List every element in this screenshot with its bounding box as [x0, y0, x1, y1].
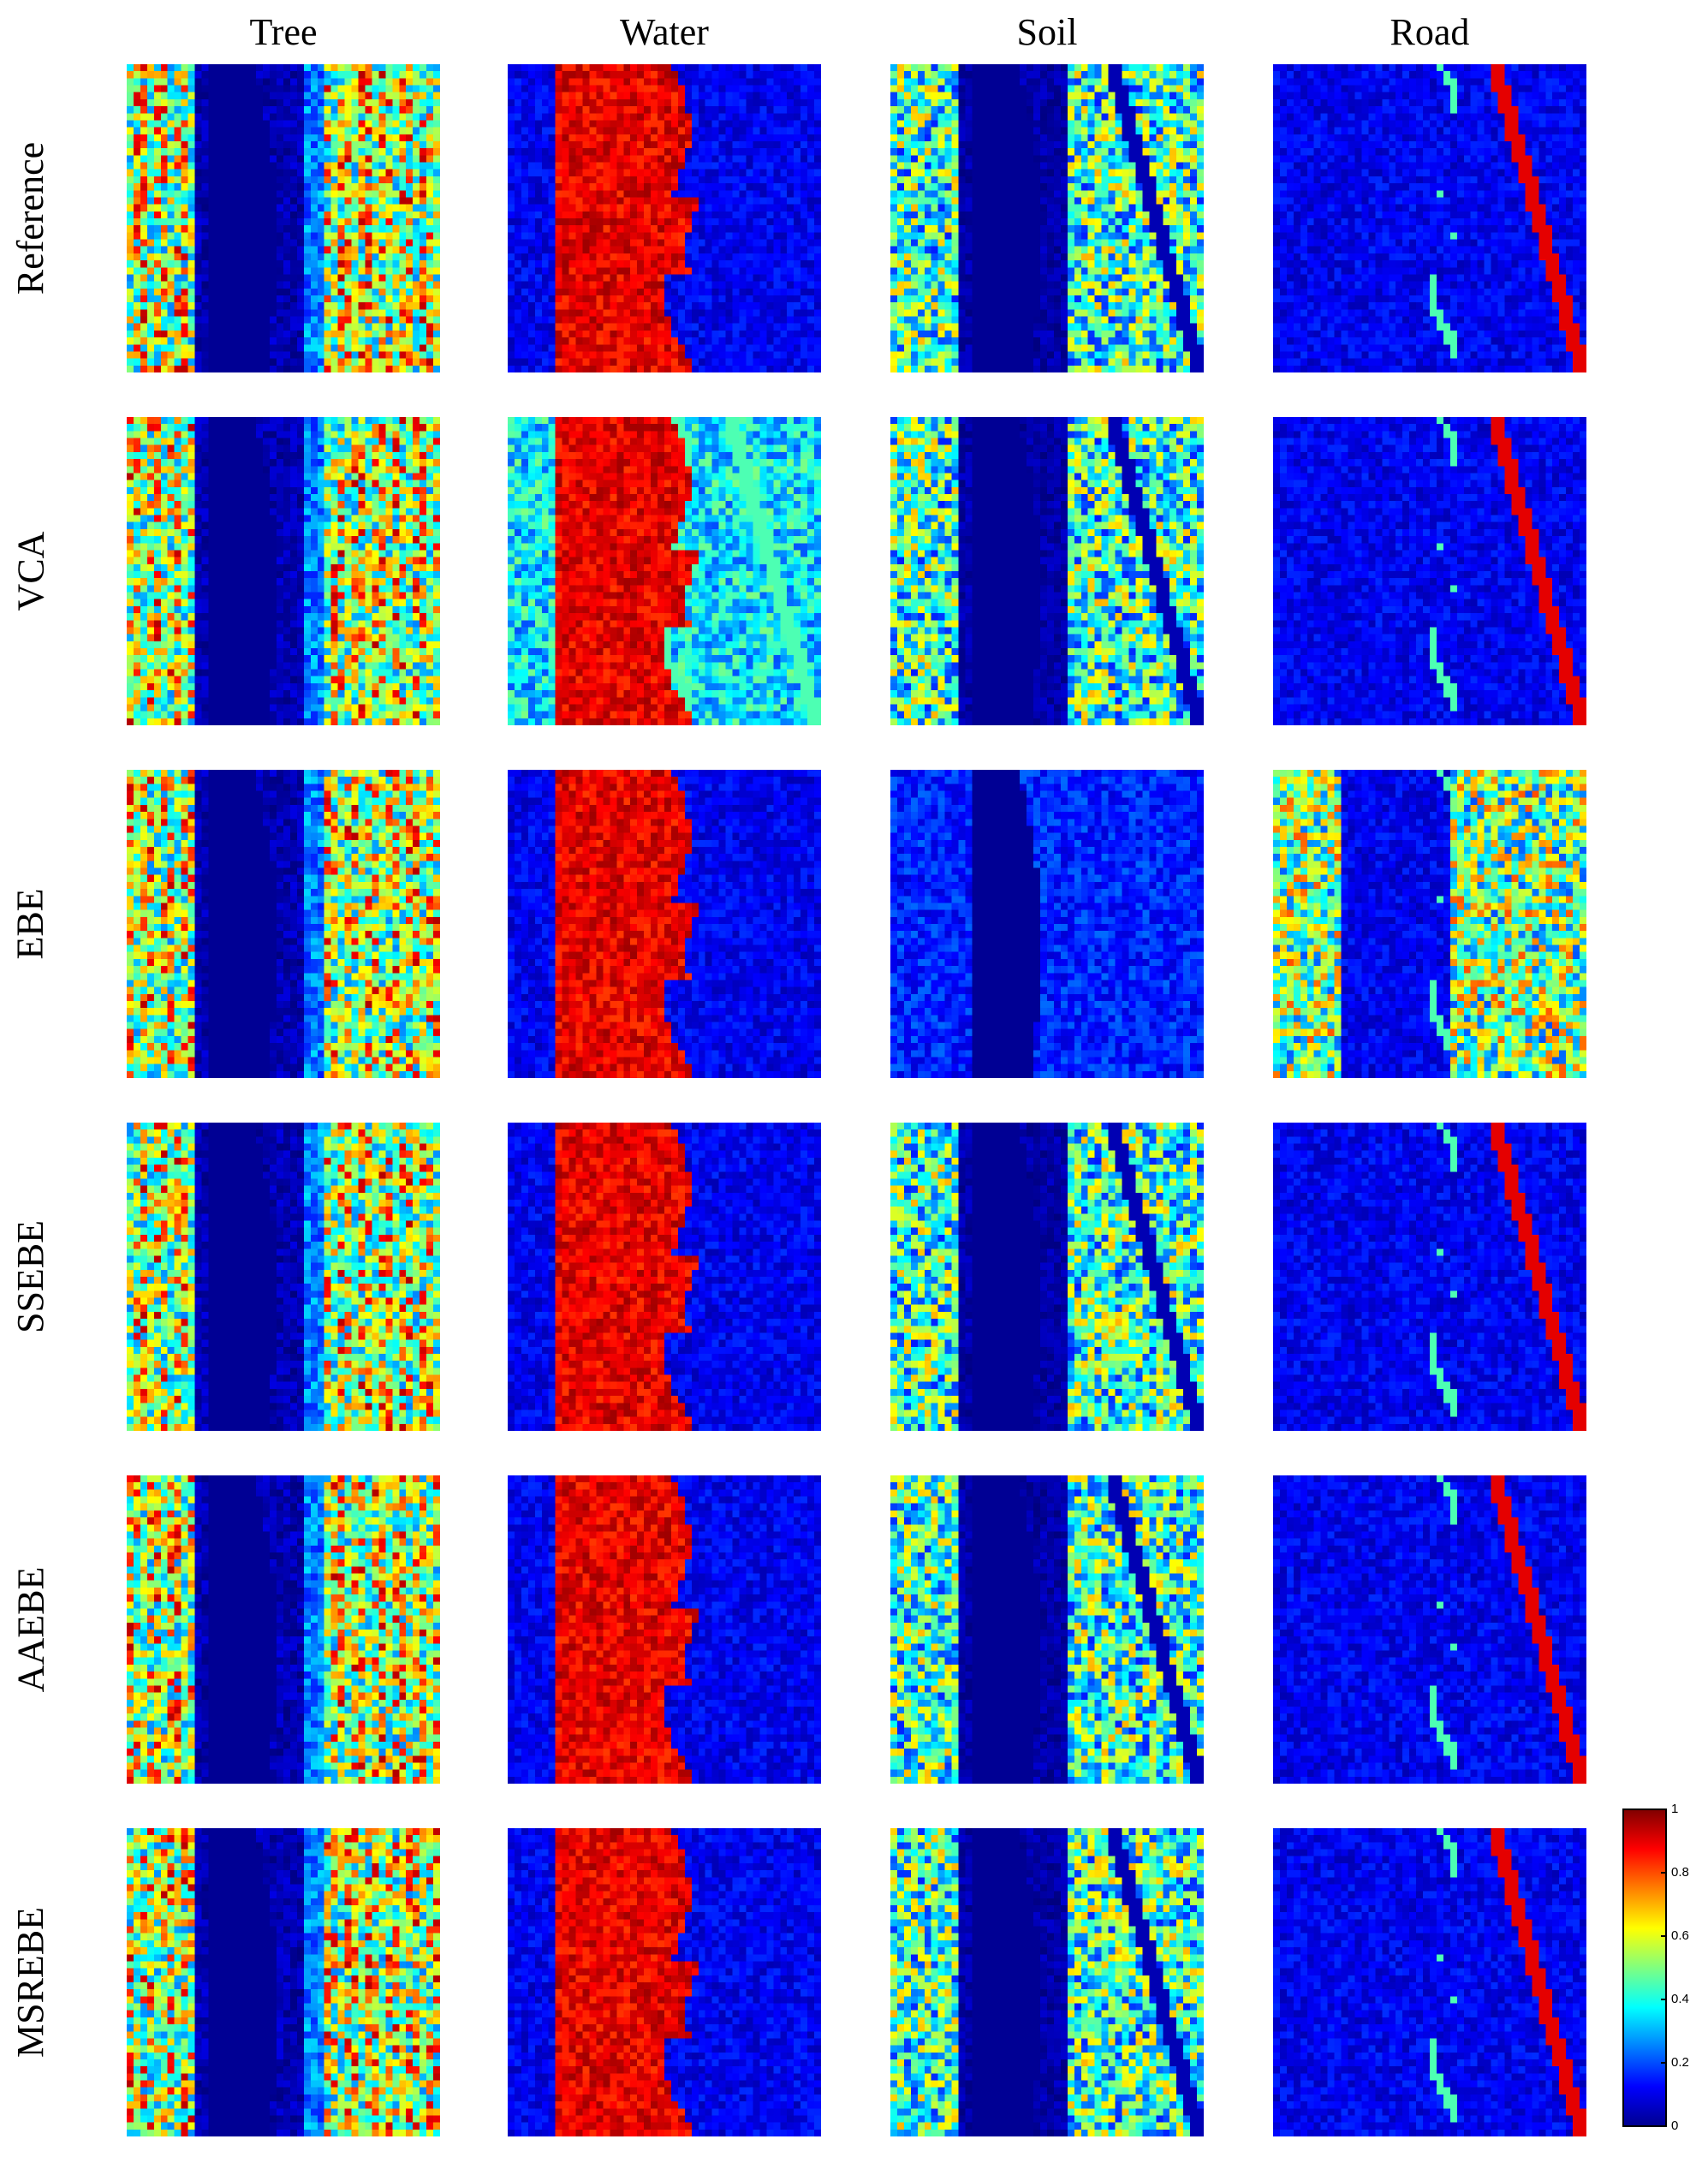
column-header-road: Road: [1273, 9, 1586, 57]
abundance-map-water-vca: [508, 417, 821, 725]
abundance-map-tree-ebe: [127, 770, 440, 1078]
abundance-map-tree-vca: [127, 417, 440, 725]
colorbar-tick-label: 1: [1671, 1802, 1678, 1817]
colorbar-tick: [1661, 1808, 1666, 1810]
colorbar-tick-label: 0.4: [1671, 1992, 1689, 2007]
colorbar-gradient: [1622, 1808, 1667, 2127]
row-label-aaebe: AAEBE: [5, 1475, 57, 1784]
abundance-map-soil-aaebe: [890, 1475, 1204, 1784]
column-header-water: Water: [508, 9, 821, 57]
abundance-map-soil-msrebe: [890, 1828, 1204, 2136]
abundance-map-soil-reference: [890, 64, 1204, 372]
abundance-map-soil-vca: [890, 417, 1204, 725]
row-label-vca: VCA: [5, 417, 57, 725]
abundance-map-water-ssebe: [508, 1123, 821, 1431]
colorbar-tick: [1661, 1935, 1666, 1937]
abundance-map-water-reference: [508, 64, 821, 372]
abundance-map-tree-reference: [127, 64, 440, 372]
column-header-soil: Soil: [890, 9, 1204, 57]
abundance-map-water-aaebe: [508, 1475, 821, 1784]
row-label-ebe: EBE: [5, 770, 57, 1078]
abundance-map-tree-msrebe: [127, 1828, 440, 2136]
colorbar-tick: [1661, 2062, 1666, 2064]
abundance-map-soil-ebe: [890, 770, 1204, 1078]
abundance-map-road-ssebe: [1273, 1123, 1586, 1431]
abundance-map-road-vca: [1273, 417, 1586, 725]
abundance-map-road-reference: [1273, 64, 1586, 372]
colorbar-tick: [1661, 2125, 1666, 2127]
abundance-map-road-ebe: [1273, 770, 1586, 1078]
abundance-map-road-msrebe: [1273, 1828, 1586, 2136]
colorbar-tick-label: 0.2: [1671, 2055, 1689, 2071]
abundance-map-tree-aaebe: [127, 1475, 440, 1784]
colorbar-tick-label: 0: [1671, 2118, 1678, 2134]
colorbar-tick: [1661, 1872, 1666, 1874]
row-label-reference: Reference: [5, 64, 57, 372]
abundance-map-tree-ssebe: [127, 1123, 440, 1431]
colorbar-tick: [1661, 1999, 1666, 2000]
abundance-map-water-ebe: [508, 770, 821, 1078]
row-label-ssebe: SSEBE: [5, 1123, 57, 1431]
abundance-map-soil-ssebe: [890, 1123, 1204, 1431]
column-header-tree: Tree: [127, 9, 440, 57]
row-label-msrebe: MSREBE: [5, 1828, 57, 2136]
colorbar-tick-label: 0.6: [1671, 1928, 1689, 1944]
colorbar-tick-label: 0.8: [1671, 1865, 1689, 1880]
abundance-map-road-aaebe: [1273, 1475, 1586, 1784]
abundance-map-water-msrebe: [508, 1828, 821, 2136]
